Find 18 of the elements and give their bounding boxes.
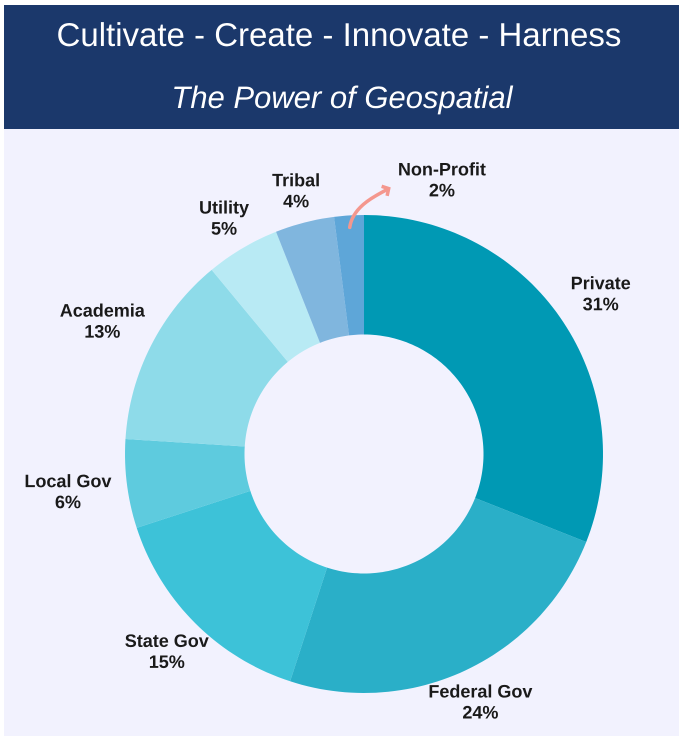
chart-title: Cultivate - Create - Innovate - Harness [58, 22, 620, 46]
chart-subtitle: The Power of Geospatial [174, 86, 514, 114]
slice-label: Federal Gov [430, 684, 532, 698]
slice-label: State Gov [125, 634, 209, 648]
data-label: 5% [212, 222, 237, 235]
slice-label: Private [572, 276, 630, 290]
data-label: 2% [430, 184, 454, 196]
data-label: 6% [56, 496, 80, 508]
slice-label: Non-Profit [399, 162, 486, 176]
slice-label: Local Gov [26, 474, 112, 488]
data-label: 4% [283, 194, 309, 208]
data-label: 24% [463, 706, 498, 719]
slice-label: Tribal [272, 173, 319, 186]
data-label: 15% [150, 655, 184, 668]
data-label: 13% [85, 325, 120, 338]
data-label: 31% [583, 298, 618, 310]
slice-label: Utility [200, 200, 249, 218]
slice-label: Academia [60, 304, 145, 317]
